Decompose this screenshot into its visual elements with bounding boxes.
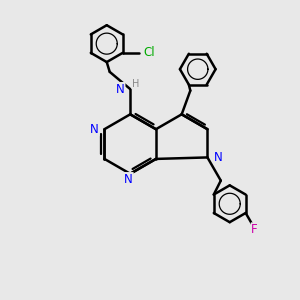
Text: N: N: [124, 172, 133, 186]
Text: F: F: [251, 223, 258, 236]
Text: N: N: [90, 123, 99, 136]
Text: H: H: [132, 79, 139, 89]
Text: Cl: Cl: [143, 46, 155, 59]
Text: N: N: [214, 151, 223, 164]
Text: N: N: [116, 82, 125, 96]
